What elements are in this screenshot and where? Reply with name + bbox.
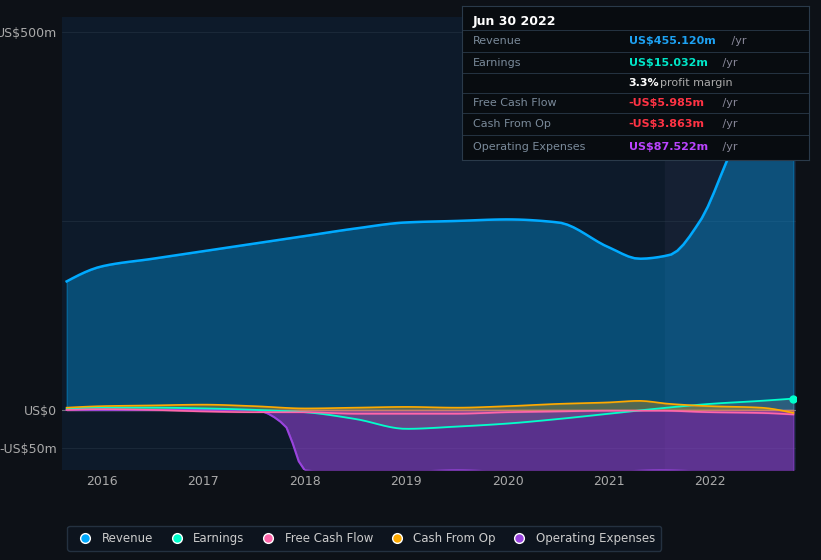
Text: US$455.120m: US$455.120m — [629, 36, 715, 46]
Text: US$15.032m: US$15.032m — [629, 58, 708, 68]
Text: /yr: /yr — [718, 119, 737, 129]
Text: /yr: /yr — [718, 99, 737, 109]
Text: Earnings: Earnings — [473, 58, 521, 68]
Text: /yr: /yr — [727, 36, 746, 46]
Text: /yr: /yr — [718, 58, 737, 68]
Bar — [665, 17, 796, 470]
Text: US$87.522m: US$87.522m — [629, 142, 708, 152]
Text: Operating Expenses: Operating Expenses — [473, 142, 585, 152]
Text: Cash From Op: Cash From Op — [473, 119, 551, 129]
Text: /yr: /yr — [718, 142, 737, 152]
Text: profit margin: profit margin — [660, 78, 732, 88]
Text: Revenue: Revenue — [473, 36, 521, 46]
Text: 3.3%: 3.3% — [629, 78, 659, 88]
Legend: Revenue, Earnings, Free Cash Flow, Cash From Op, Operating Expenses: Revenue, Earnings, Free Cash Flow, Cash … — [67, 526, 661, 550]
Text: Free Cash Flow: Free Cash Flow — [473, 99, 557, 109]
Text: Jun 30 2022: Jun 30 2022 — [473, 15, 556, 28]
Text: -US$5.985m: -US$5.985m — [629, 99, 704, 109]
Text: -US$3.863m: -US$3.863m — [629, 119, 704, 129]
